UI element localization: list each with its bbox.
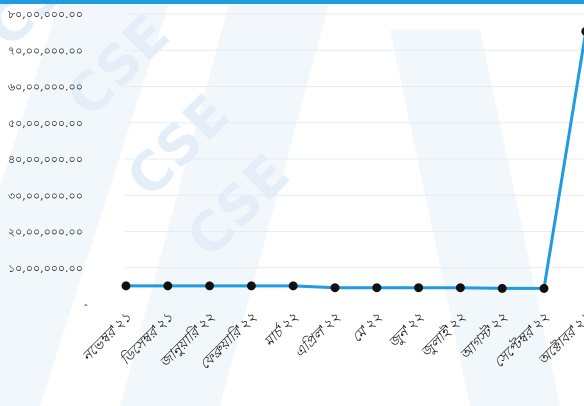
gridlines [125, 13, 584, 269]
background-stripe [120, 0, 330, 406]
data-point [581, 27, 584, 36]
data-point [330, 283, 340, 293]
data-point [288, 281, 298, 291]
x-tick-label: মে'২২ [349, 310, 385, 346]
x-tick-label: মার্চ'২২ [260, 308, 302, 350]
background-stripe [390, 30, 560, 406]
y-axis-ticks: - ১০,০০,০০০.০০ ২০,০০,০০০.০০ ৩০,০০,০০০.০০ ৪০,… [8, 8, 88, 311]
background-stripe [0, 0, 170, 406]
y-tick-label: ৪০,০০,০০০.০০ [8, 153, 83, 166]
data-point [246, 281, 256, 291]
data-point [121, 281, 131, 291]
y-tick-label: - [84, 298, 88, 311]
data-point [205, 281, 215, 291]
data-point [372, 283, 382, 293]
data-point [497, 283, 507, 293]
x-tick-label: এপ্রিল'২২ [290, 308, 343, 361]
y-tick-label: ২০,০০,০০০.০০ [8, 226, 83, 239]
y-tick-label: ৫০,০০,০০০.০০ [8, 117, 83, 130]
data-point [163, 281, 173, 291]
y-tick-label: ৮০,০০,০০০.০০ [8, 8, 83, 21]
data-point [455, 283, 465, 293]
series-points [121, 27, 584, 293]
top-accent-bar [0, 0, 584, 4]
data-point [539, 283, 549, 293]
y-tick-label: ৭০,০০,০০০.০০ [8, 44, 83, 57]
data-point [414, 283, 424, 293]
y-tick-label: ৩০,০০,০০০.০০ [8, 189, 83, 202]
series-line [126, 33, 584, 290]
y-tick-label: ৬০,০০,০০০.০০ [8, 81, 83, 94]
y-tick-label: ১০,০০,০০০.০০ [8, 262, 83, 275]
